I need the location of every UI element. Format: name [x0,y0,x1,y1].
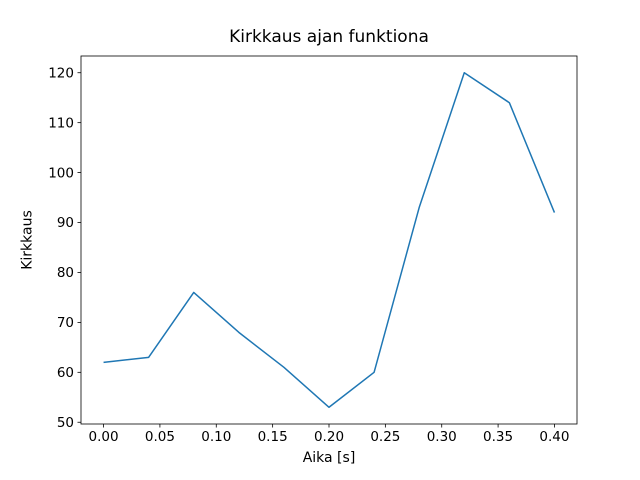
x-tick-label: 0.40 [539,429,569,445]
y-tick-label: 100 [48,165,74,181]
y-axis-label: Kirkkaus [19,210,36,270]
y-tick-label: 120 [48,65,74,81]
x-tick-label: 0.30 [427,429,457,445]
y-tick-label: 50 [57,415,74,431]
x-tick-label: 0.15 [258,429,288,445]
chart-title: Kirkkaus ajan funktiona [229,27,429,47]
x-tick-label: 0.00 [89,429,119,445]
y-tick-label: 60 [57,365,74,381]
x-tick-label: 0.10 [201,429,231,445]
data-line [103,71,556,409]
y-tick-label: 70 [57,315,74,331]
plot-area [80,55,578,425]
y-tick-label: 80 [57,265,74,281]
x-tick-label: 0.20 [314,429,344,445]
x-tick-label: 0.05 [145,429,175,445]
x-tick-label: 0.35 [483,429,513,445]
x-tick-label: 0.25 [370,429,400,445]
y-tick-label: 110 [48,115,74,131]
x-axis-label: Aika [s] [302,450,356,466]
y-tick-label: 90 [57,215,74,231]
